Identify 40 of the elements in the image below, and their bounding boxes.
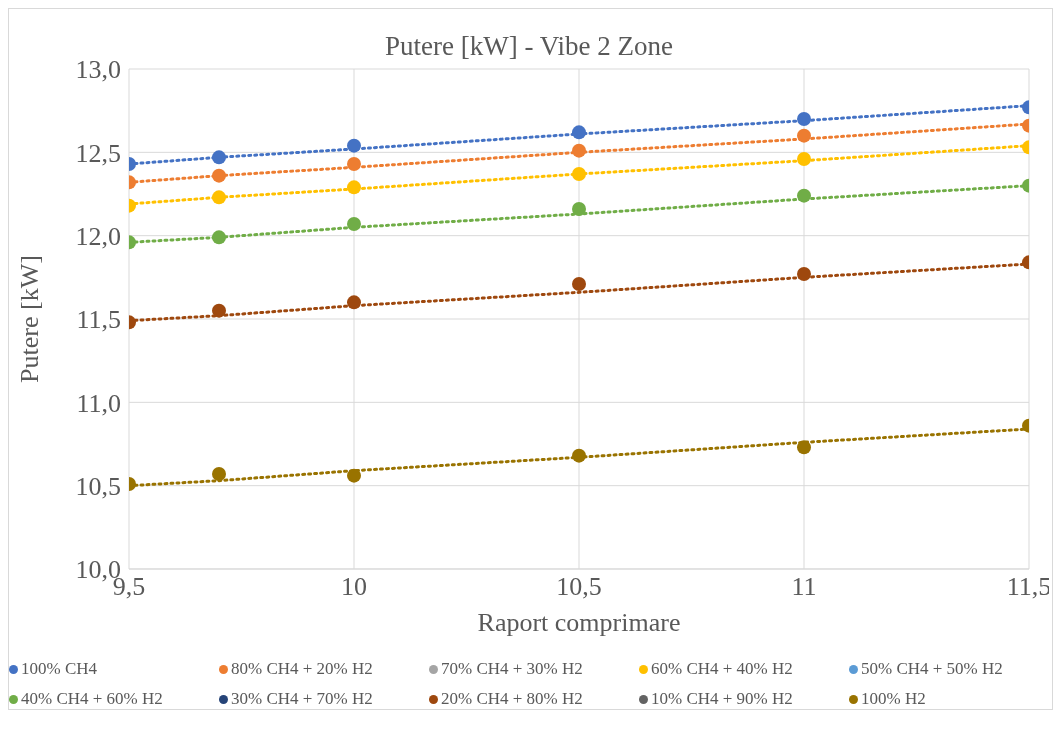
legend-label: 100% H2 (861, 689, 926, 709)
legend-label: 40% CH4 + 60% H2 (21, 689, 163, 709)
point (347, 157, 361, 171)
point (572, 125, 586, 140)
point (347, 217, 361, 231)
x-tick-label: 10,5 (556, 572, 602, 602)
point (347, 468, 361, 483)
legend-label: 30% CH4 + 70% H2 (231, 689, 373, 709)
point (797, 152, 811, 166)
y-axis-title: Putere [kW] (15, 255, 45, 383)
point (797, 267, 811, 281)
y-tick-label: 10,5 (75, 471, 121, 501)
point (572, 277, 586, 291)
point (347, 180, 361, 195)
point (572, 448, 586, 463)
y-tick-label: 12,0 (75, 221, 121, 251)
legend-label: 20% CH4 + 80% H2 (441, 689, 583, 709)
x-tick-label: 11 (791, 572, 817, 602)
x-tick-label: 10 (341, 572, 367, 602)
point (572, 143, 586, 158)
chart-title: Putere [kW] - Vibe 2 Zone (384, 31, 674, 61)
legend-label: 70% CH4 + 30% H2 (441, 659, 583, 679)
legend-label: 60% CH4 + 40% H2 (651, 659, 793, 679)
legend-label: 100% CH4 (21, 659, 98, 679)
point (797, 112, 811, 126)
legend-label: 50% CH4 + 50% H2 (861, 659, 1003, 679)
point (347, 138, 361, 153)
point (797, 440, 811, 455)
legend-label: 10% CH4 + 90% H2 (651, 689, 793, 709)
point (797, 188, 811, 203)
legend-label: 80% CH4 + 20% H2 (231, 659, 373, 679)
y-tick-label: 12,5 (75, 138, 121, 168)
point (797, 128, 811, 143)
point (572, 167, 586, 181)
y-tick-label: 11,0 (76, 388, 121, 418)
y-tick-label: 11,5 (76, 305, 121, 335)
y-tick-label: 13,0 (75, 55, 121, 85)
x-axis-title: Raport comprimare (477, 608, 681, 637)
point (572, 202, 586, 216)
point (347, 295, 361, 310)
